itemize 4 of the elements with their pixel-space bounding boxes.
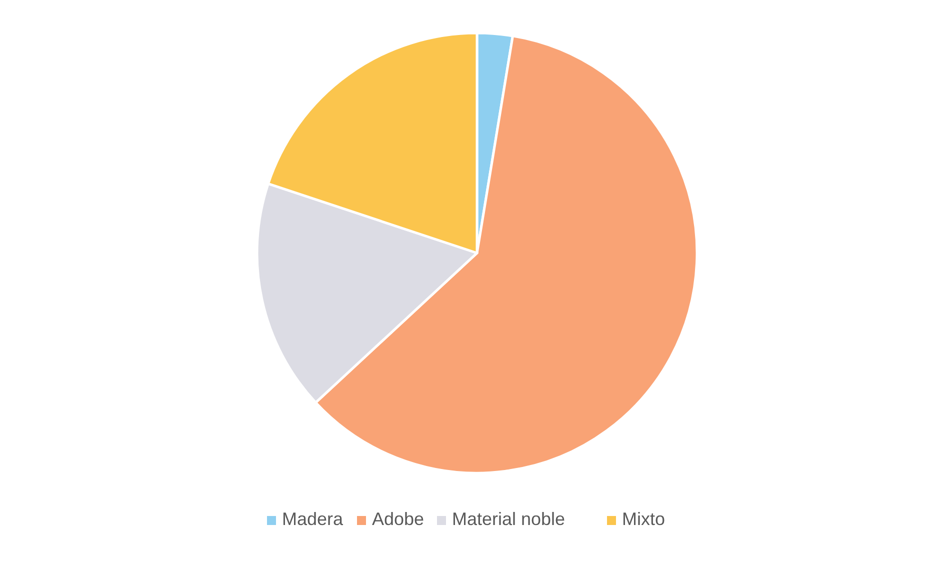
legend-label: Mixto (622, 509, 666, 529)
legend-label: Madera (282, 509, 344, 529)
legend-label: Material noble (452, 509, 566, 529)
legend-label: Adobe (372, 509, 424, 529)
